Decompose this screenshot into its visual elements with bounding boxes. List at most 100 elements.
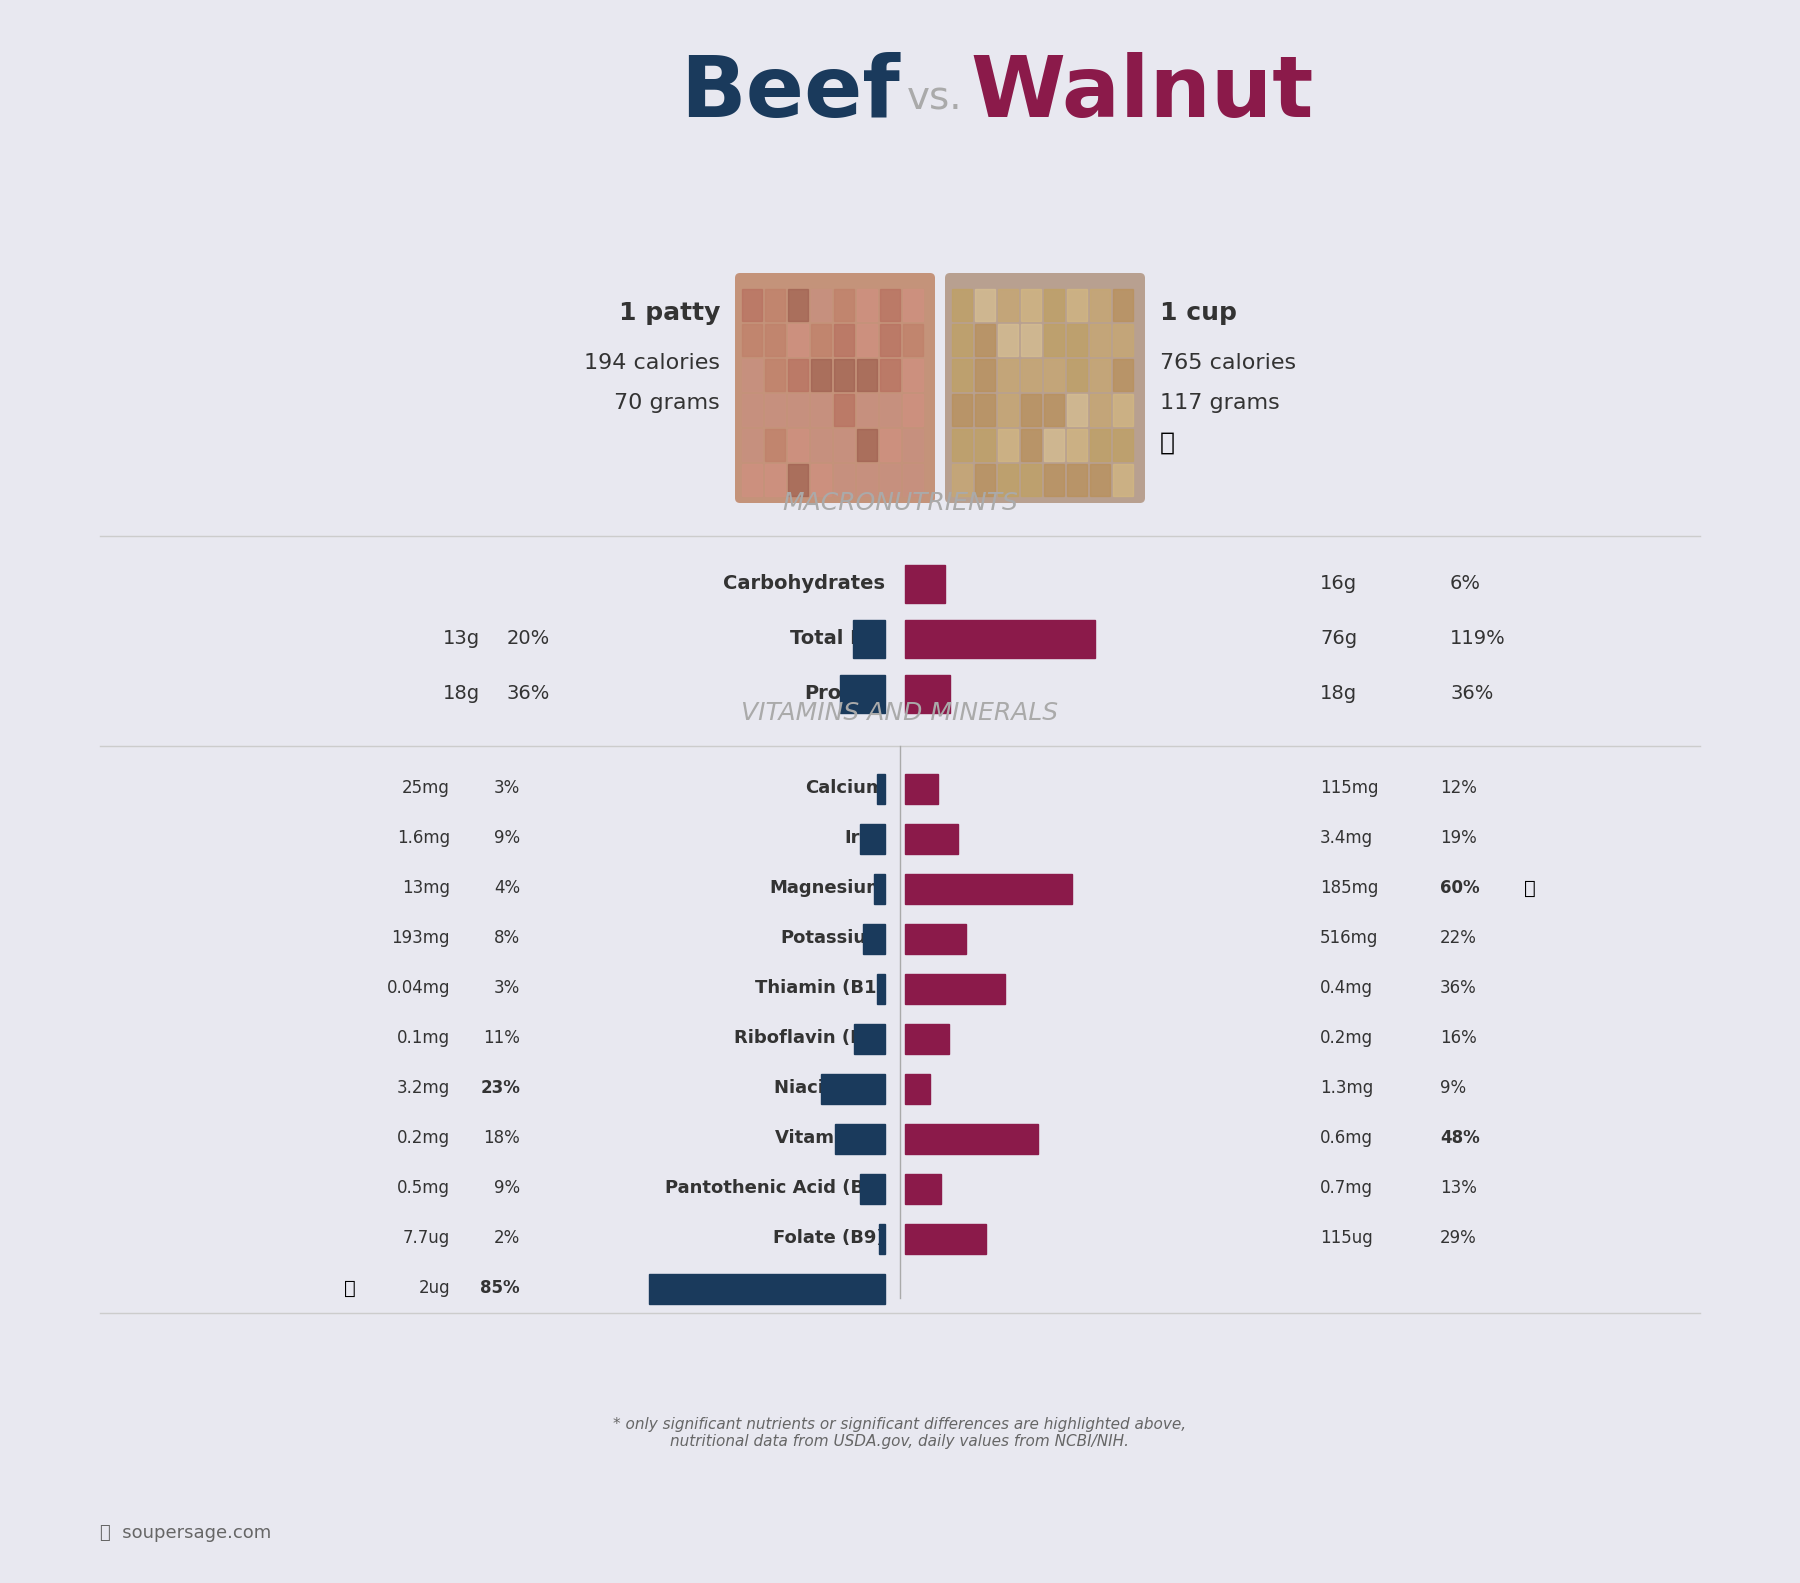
Text: Niacin (B3): Niacin (B3) <box>774 1080 886 1097</box>
Bar <box>857 325 877 356</box>
Text: 3%: 3% <box>493 978 520 997</box>
Bar <box>877 974 886 1004</box>
Bar <box>952 290 972 321</box>
Bar <box>857 359 877 391</box>
Text: 22%: 22% <box>1440 929 1476 947</box>
Bar <box>905 874 1071 904</box>
Text: 193mg: 193mg <box>392 929 450 947</box>
Bar <box>788 394 808 426</box>
Bar <box>860 825 886 853</box>
Bar <box>997 325 1019 356</box>
Text: MACRONUTRIENTS: MACRONUTRIENTS <box>781 491 1019 514</box>
Bar <box>997 394 1019 426</box>
Bar <box>877 774 886 804</box>
Text: 9%: 9% <box>493 1179 520 1197</box>
Text: 11%: 11% <box>482 1029 520 1046</box>
Text: 3.4mg: 3.4mg <box>1319 829 1373 847</box>
Bar <box>952 429 972 461</box>
Bar <box>833 464 853 495</box>
Bar <box>857 429 877 461</box>
Text: 1.6mg: 1.6mg <box>396 829 450 847</box>
Bar <box>1067 464 1087 495</box>
Text: 119%: 119% <box>1451 628 1507 647</box>
Text: * only significant nutrients or significant differences are highlighted above,
n: * only significant nutrients or signific… <box>614 1417 1186 1448</box>
Text: 2%: 2% <box>493 1228 520 1247</box>
Bar <box>855 1024 886 1054</box>
Bar <box>841 674 886 712</box>
FancyBboxPatch shape <box>945 272 1145 503</box>
Text: 20%: 20% <box>508 628 551 647</box>
Bar <box>976 394 995 426</box>
Bar <box>880 1224 886 1254</box>
Bar <box>880 325 900 356</box>
Bar <box>857 290 877 321</box>
Text: Potassium: Potassium <box>779 929 886 947</box>
Bar <box>788 464 808 495</box>
Bar <box>880 464 900 495</box>
Text: Thiamin (B1): Thiamin (B1) <box>756 978 886 997</box>
Text: 36%: 36% <box>1440 978 1476 997</box>
Bar <box>905 1175 941 1205</box>
Bar <box>1044 290 1064 321</box>
Text: 60%: 60% <box>1440 879 1480 898</box>
Bar <box>1112 429 1132 461</box>
Bar <box>765 394 785 426</box>
Bar <box>857 464 877 495</box>
Bar <box>952 394 972 426</box>
Text: 18%: 18% <box>482 1129 520 1148</box>
Text: 19%: 19% <box>1440 829 1476 847</box>
Bar <box>976 464 995 495</box>
Text: Beef: Beef <box>680 52 900 135</box>
Text: 13%: 13% <box>1440 1179 1476 1197</box>
Text: Carbohydrates: Carbohydrates <box>724 573 886 592</box>
Text: Folate (B9): Folate (B9) <box>774 1228 886 1247</box>
Text: 115ug: 115ug <box>1319 1228 1373 1247</box>
Bar <box>905 1124 1039 1154</box>
Text: 29%: 29% <box>1440 1228 1476 1247</box>
Text: 76g: 76g <box>1319 628 1357 647</box>
Bar <box>742 429 761 461</box>
Text: 36%: 36% <box>1451 684 1494 703</box>
Text: 6%: 6% <box>1451 573 1481 592</box>
Bar <box>1112 290 1132 321</box>
Bar <box>765 464 785 495</box>
Bar <box>1112 464 1132 495</box>
Text: 9%: 9% <box>1440 1080 1467 1097</box>
Bar <box>833 394 853 426</box>
Text: 25mg: 25mg <box>401 779 450 796</box>
Text: 9%: 9% <box>493 829 520 847</box>
Text: 🍊  soupersage.com: 🍊 soupersage.com <box>101 1524 272 1542</box>
Bar <box>997 290 1019 321</box>
Bar <box>880 394 900 426</box>
Text: Vitamin B6: Vitamin B6 <box>774 1129 886 1148</box>
Text: 1 patty: 1 patty <box>619 301 720 325</box>
Text: Riboflavin (B2): Riboflavin (B2) <box>734 1029 886 1046</box>
Text: 185mg: 185mg <box>1319 879 1379 898</box>
Bar <box>765 359 785 391</box>
Bar <box>1112 359 1132 391</box>
Bar <box>812 290 832 321</box>
Text: Vitamin B12: Vitamin B12 <box>761 1279 886 1296</box>
Text: 516mg: 516mg <box>1319 929 1379 947</box>
Text: VITAMINS AND MINERALS: VITAMINS AND MINERALS <box>742 701 1058 725</box>
Bar <box>812 429 832 461</box>
Text: 48%: 48% <box>1440 1129 1480 1148</box>
Text: Walnut: Walnut <box>970 52 1314 135</box>
Bar <box>1091 359 1111 391</box>
Bar <box>904 325 923 356</box>
Bar <box>976 325 995 356</box>
Text: 70 grams: 70 grams <box>614 393 720 413</box>
Text: Total Fat: Total Fat <box>790 628 886 647</box>
Bar <box>812 359 832 391</box>
Bar <box>765 290 785 321</box>
Bar <box>1021 325 1040 356</box>
Bar <box>880 429 900 461</box>
Bar <box>905 1073 931 1103</box>
Bar <box>997 464 1019 495</box>
Bar <box>857 394 877 426</box>
Bar <box>1067 359 1087 391</box>
Bar <box>788 325 808 356</box>
Bar <box>1067 429 1087 461</box>
Text: 18g: 18g <box>1319 684 1357 703</box>
Bar <box>905 621 1094 659</box>
